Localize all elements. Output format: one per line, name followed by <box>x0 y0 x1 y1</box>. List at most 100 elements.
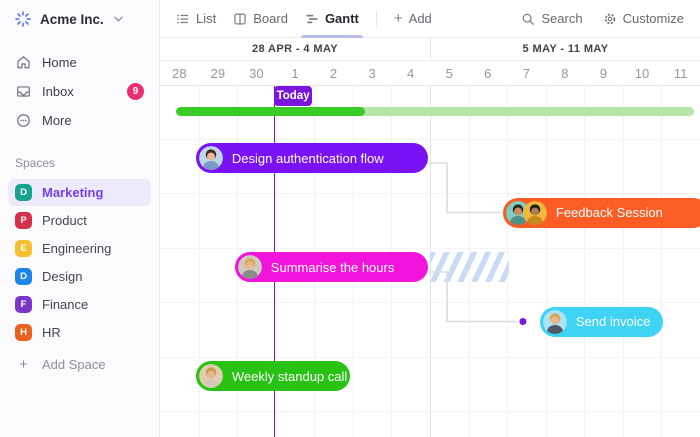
dependency-connector <box>428 271 517 323</box>
add-view-button[interactable]: + Add <box>394 0 432 38</box>
search-button[interactable]: Search <box>521 0 583 38</box>
sidebar-space-marketing[interactable]: D Marketing <box>8 179 151 206</box>
sidebar-item-home[interactable]: Home <box>0 48 159 77</box>
sidebar-space-product[interactable]: P Product <box>8 207 151 234</box>
day-header-row: 28 29 30 1 2 3 4 5 6 7 8 9 10 11 <box>160 61 700 86</box>
day-number-label: 9 <box>599 65 608 81</box>
space-label: Design <box>42 269 83 284</box>
add-space-label: Add Space <box>42 357 106 372</box>
space-letter-icon: E <box>15 240 32 257</box>
day-gridline <box>584 86 586 437</box>
task-label: Feedback Session <box>555 205 663 220</box>
day-number-label: 2 <box>329 65 338 81</box>
day-gridline <box>661 86 663 437</box>
day-number-label: 29 <box>210 65 226 81</box>
day-number-label: 7 <box>522 65 530 81</box>
today-badge: Today <box>273 86 313 106</box>
day-gridline <box>545 86 547 437</box>
space-label: Product <box>42 213 87 228</box>
sidebar-item-label: More <box>42 113 72 128</box>
view-toolbar: List Board Gantt + Add Search Customize <box>160 0 700 38</box>
row-gridline <box>160 302 700 303</box>
row-gridline <box>160 247 700 249</box>
dependency-lines-layer <box>428 162 527 325</box>
sidebar: Home Inbox 9 More Spaces D Marketing P Pro… <box>0 38 160 437</box>
space-letter-icon: D <box>15 268 32 285</box>
gantt-icon <box>305 12 319 26</box>
gantt-task-bar[interactable]: Weekly standup call <box>195 361 351 391</box>
spaces-section-label: Spaces <box>15 156 56 170</box>
space-letter-icon: H <box>15 324 32 341</box>
day-gridline <box>198 86 200 437</box>
inbox-count-badge: 9 <box>127 83 144 100</box>
day-number-label: 30 <box>249 65 264 81</box>
avatar <box>542 309 567 334</box>
space-label: Engineering <box>42 241 112 256</box>
tab-label: Board <box>253 11 288 26</box>
sidebar-nav: Home Inbox 9 More <box>0 48 159 135</box>
row-gridline <box>160 138 700 140</box>
list-icon <box>176 12 190 26</box>
sidebar-item-label: Home <box>42 55 77 70</box>
gantt-task-bar[interactable]: Send invoice <box>539 306 664 337</box>
assignee-avatars <box>198 146 223 170</box>
task-label: Weekly standup call <box>231 368 348 384</box>
sidebar-space-finance[interactable]: F Finance <box>8 291 151 318</box>
space-letter-icon: P <box>15 212 32 229</box>
row-gridline <box>160 411 700 412</box>
workspace-name: Acme Inc. <box>40 11 104 27</box>
search-icon <box>522 13 535 25</box>
tab-gantt[interactable]: Gantt <box>300 0 363 38</box>
week-range-label: 5 MAY - 11 MAY <box>430 38 700 60</box>
workspace-switcher[interactable]: Acme Inc. <box>0 0 160 38</box>
toolbar-divider <box>375 10 377 27</box>
inbox-icon <box>15 83 32 100</box>
view-tabs: List Board Gantt <box>176 0 363 38</box>
day-gridline <box>622 86 624 437</box>
day-number-label: 6 <box>484 65 492 81</box>
space-label: HR <box>42 325 61 340</box>
add-space-button[interactable]: + Add Space <box>0 350 159 379</box>
gantt-task-bar[interactable]: Design authentication flow <box>195 143 429 173</box>
tab-board[interactable]: Board <box>233 0 288 38</box>
gantt-chart-area[interactable]: Today Design authentication flow Feedbac… <box>160 86 700 437</box>
chevron-down-icon <box>114 16 123 22</box>
dependency-dot <box>519 318 527 325</box>
day-number-label: 3 <box>368 65 376 81</box>
day-number-label: 11 <box>673 65 688 81</box>
plus-icon: + <box>19 356 28 373</box>
add-view-label: Add <box>408 11 432 26</box>
day-number-label: 1 <box>291 65 299 81</box>
more-icon <box>15 112 32 129</box>
row-gridline <box>160 193 700 194</box>
space-letter-icon: F <box>15 296 32 313</box>
assignee-avatars <box>237 255 262 279</box>
sidebar-space-engineering[interactable]: E Engineering <box>8 235 151 262</box>
space-label: Marketing <box>42 185 104 200</box>
home-icon <box>15 54 32 71</box>
day-number-label: 5 <box>445 65 453 81</box>
sidebar-item-more[interactable]: More <box>0 106 159 135</box>
spaces-list: D Marketing P Product E Engineering D Desig… <box>0 179 159 346</box>
avatar <box>522 200 547 225</box>
sidebar-space-hr[interactable]: H HR <box>8 319 151 346</box>
tab-label: List <box>196 11 217 26</box>
sidebar-space-design[interactable]: D Design <box>8 263 151 290</box>
gantt-task-bar[interactable]: Summarise the hours <box>234 252 428 282</box>
sidebar-item-inbox[interactable]: Inbox 9 <box>0 77 159 106</box>
gantt-task-bar[interactable]: Feedback Session <box>502 197 700 228</box>
space-letter-icon: D <box>15 184 32 201</box>
project-progress-bar <box>175 107 694 116</box>
progress-done-segment <box>175 107 365 116</box>
avatar <box>198 146 223 170</box>
gear-icon <box>604 13 615 24</box>
tab-list[interactable]: List <box>176 0 216 38</box>
workspace-logo-icon <box>15 11 31 27</box>
assignee-avatars <box>505 200 547 225</box>
day-number-label: 8 <box>561 65 569 81</box>
task-label: Design authentication flow <box>231 150 384 166</box>
customize-button[interactable]: Customize <box>603 0 684 38</box>
day-number-label: 28 <box>172 65 187 81</box>
tab-label: Gantt <box>324 11 359 26</box>
